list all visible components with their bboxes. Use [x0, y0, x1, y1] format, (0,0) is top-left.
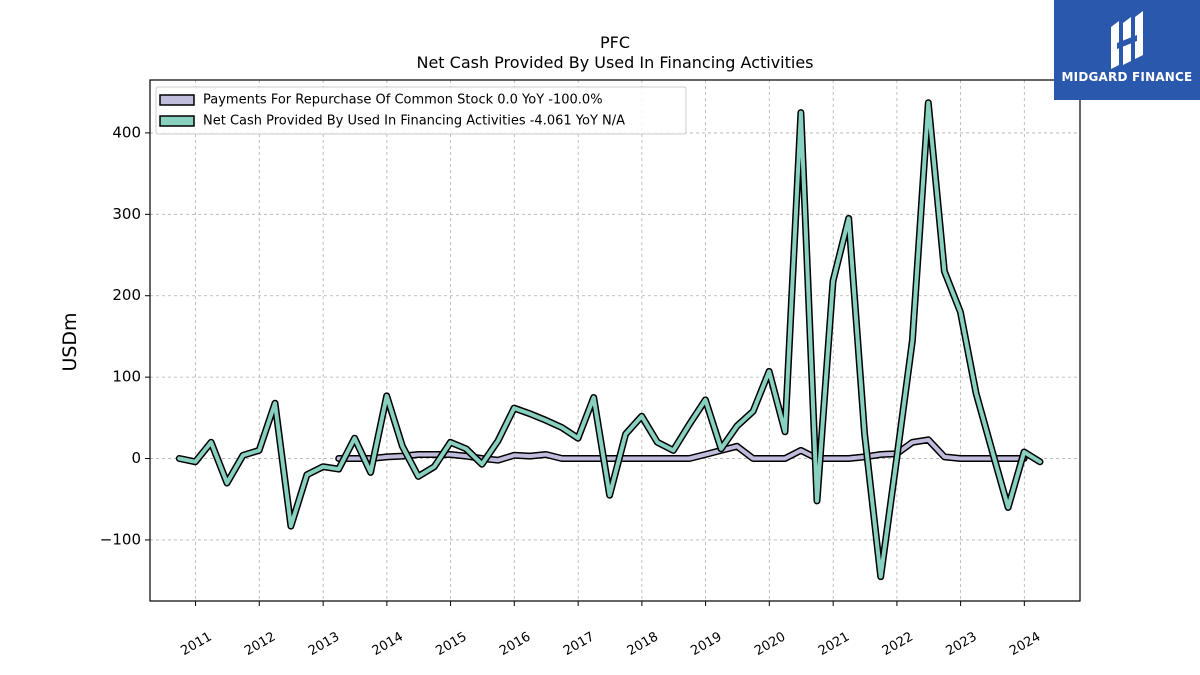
- y-tick-label: 0: [131, 449, 141, 467]
- x-tick-label: 2016: [497, 629, 533, 659]
- chart-subtitle: Net Cash Provided By Used In Financing A…: [416, 53, 813, 72]
- series-line: [177, 100, 1042, 579]
- x-axis-ticks: 2011 2012 2013 2014 2015 2016 2017 2018 2019 2020…: [178, 601, 1043, 659]
- legend-swatch-financing: [159, 115, 195, 127]
- x-tick-label: 2023: [943, 629, 979, 659]
- series-0: [335, 436, 1028, 464]
- x-tick-label: 2021: [816, 629, 852, 659]
- series-line: [336, 437, 1027, 463]
- y-tick-label: 400: [112, 123, 141, 141]
- x-tick-label: 2012: [242, 629, 278, 659]
- series-1: [175, 99, 1044, 581]
- plot-area-frame: [149, 79, 1081, 602]
- legend-swatch-repurchase: [159, 94, 195, 106]
- legend-box: [155, 86, 687, 135]
- y-tick-label: −100: [100, 530, 141, 548]
- x-tick-label: 2024: [1007, 629, 1043, 659]
- y-tick-label: 300: [112, 205, 141, 223]
- x-tick-label: 2018: [625, 629, 661, 659]
- y-tick-label: 100: [112, 368, 141, 386]
- x-tick-label: 2020: [752, 629, 788, 659]
- logo-mark-icon: [1111, 11, 1143, 69]
- x-tick-label: 2015: [433, 629, 469, 659]
- y-axis-label: USDm: [59, 312, 81, 371]
- series-lines: [175, 99, 1044, 581]
- brand-logo: MIDGARD FINANCE: [1054, 0, 1200, 100]
- x-tick-label: 2017: [561, 629, 597, 659]
- chart-title: PFC: [600, 33, 630, 52]
- y-tick-label: 200: [112, 286, 141, 304]
- legend-label-financing: Net Cash Provided By Used In Financing A…: [203, 114, 625, 129]
- x-tick-label: 2022: [880, 629, 916, 659]
- logo-text: MIDGARD FINANCE: [1061, 70, 1193, 84]
- y-axis-ticks: −100 0 100 200 300 400: [100, 123, 150, 548]
- x-tick-label: 2013: [306, 629, 342, 659]
- legend-label-repurchase: Payments For Repurchase Of Common Stock …: [203, 93, 603, 108]
- x-tick-label: 2011: [178, 629, 214, 659]
- x-tick-label: 2014: [370, 629, 406, 659]
- legend: Payments For Repurchase Of Common Stock …: [155, 86, 687, 135]
- x-tick-label: 2019: [688, 629, 724, 659]
